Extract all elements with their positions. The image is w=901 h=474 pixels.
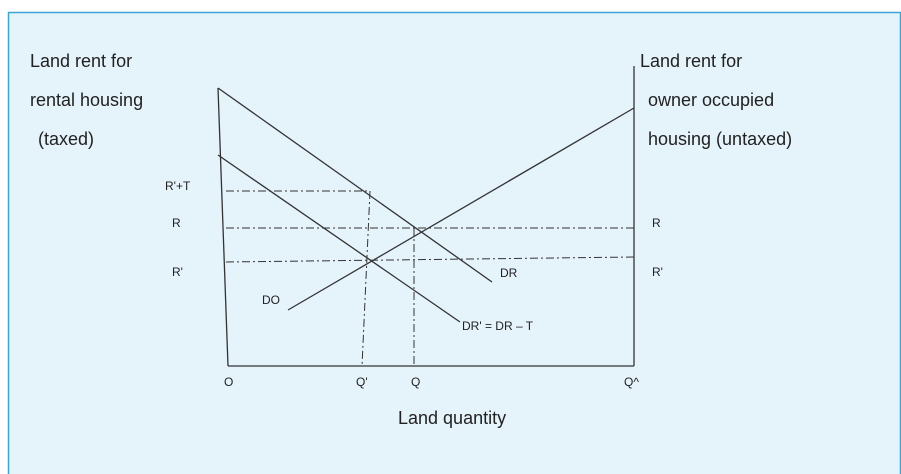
right-axis-label: housing (untaxed) bbox=[648, 129, 792, 149]
x-tick: Q' bbox=[356, 375, 368, 389]
right-axis-label: owner occupied bbox=[648, 90, 774, 110]
left-axis-label: (taxed) bbox=[38, 129, 94, 149]
x-tick: Q bbox=[411, 375, 420, 389]
left-axis-label: rental housing bbox=[30, 90, 143, 110]
left-tick: R'+T bbox=[165, 179, 191, 193]
left-axis bbox=[217, 87, 229, 367]
x-axis-label: Land quantity bbox=[398, 408, 506, 428]
right-axis-label: Land rent for bbox=[640, 51, 742, 71]
right-tick: R' bbox=[652, 265, 663, 279]
right-tick: R bbox=[652, 216, 661, 230]
curve-dr-taxed bbox=[217, 154, 461, 323]
guide-line bbox=[361, 190, 371, 367]
curve-do bbox=[287, 107, 635, 311]
left-tick: R bbox=[172, 216, 181, 230]
curve-label: DO bbox=[262, 293, 280, 307]
guide-line bbox=[225, 256, 635, 263]
left-axis-label: Land rent for bbox=[30, 51, 132, 71]
curve-label: DR bbox=[500, 266, 518, 280]
x-tick: Q^ bbox=[624, 375, 639, 389]
curve-dr bbox=[217, 87, 493, 283]
left-tick: R' bbox=[172, 265, 183, 279]
curve-label: DR' = DR – T bbox=[462, 319, 534, 333]
panel bbox=[7, 11, 901, 474]
x-tick: O bbox=[224, 375, 233, 389]
